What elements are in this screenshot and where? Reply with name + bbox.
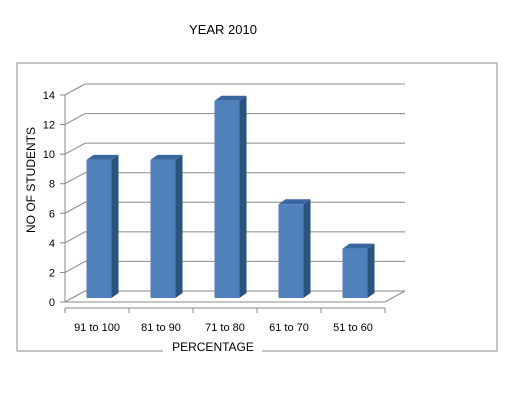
bar-front xyxy=(150,159,176,298)
floor-edge xyxy=(65,290,406,303)
bar-71-to-80 xyxy=(214,95,247,299)
bar-51-to-60 xyxy=(342,243,375,298)
y-axis-title: NO OF STUDENTS xyxy=(24,127,38,233)
bar-side xyxy=(239,95,247,299)
bar-front xyxy=(278,204,304,298)
y-tick-label: 14 xyxy=(43,90,55,102)
bar-61-to-70 xyxy=(278,199,311,298)
bar-top xyxy=(86,154,119,160)
tick-labels: 0 2 4 6 8 10 12 14 91 to 100 81 to 90 71 to 80 61 t… xyxy=(43,90,373,334)
chart-frame-layer xyxy=(16,62,498,352)
x-axis-title: PERCENTAGE xyxy=(172,340,254,354)
gridline-depth xyxy=(64,83,86,96)
gridline-depth xyxy=(64,231,86,244)
bar-front xyxy=(214,100,240,299)
y-tick-label: 12 xyxy=(43,120,55,132)
bar-side xyxy=(111,154,119,298)
axes xyxy=(60,94,406,313)
bars xyxy=(86,95,375,299)
bar-side xyxy=(367,243,375,298)
x-tick-label: 81 to 90 xyxy=(141,322,181,334)
x-tick-label: 71 to 80 xyxy=(205,322,245,334)
x-tick-label: 51 to 60 xyxy=(333,322,373,334)
x-tick-label: 91 to 100 xyxy=(74,322,120,334)
x-tick-label: 61 to 70 xyxy=(269,322,309,334)
gridline-depth xyxy=(64,260,86,273)
bar-side xyxy=(175,154,183,298)
bar-top xyxy=(278,199,311,205)
bar-81-to-90 xyxy=(150,154,183,298)
bar-front xyxy=(342,248,368,298)
y-tick-label: 10 xyxy=(43,149,55,161)
bar-top xyxy=(342,243,375,249)
gridline-depth xyxy=(64,290,86,303)
gridline-depth xyxy=(64,172,86,185)
chart-frame xyxy=(16,62,498,352)
bar-side xyxy=(303,199,311,298)
gridline-depth xyxy=(64,113,86,126)
y-tick-label: 8 xyxy=(49,179,55,191)
y-tick-label: 0 xyxy=(49,297,55,309)
chart-title: YEAR 2010 xyxy=(189,22,257,37)
y-tick-label: 2 xyxy=(49,267,55,279)
bar-top xyxy=(214,95,247,101)
bar-91-to-100 xyxy=(86,154,119,298)
gridline-depth xyxy=(64,201,86,214)
bar-front xyxy=(86,159,112,298)
y-tick-label: 4 xyxy=(49,238,55,250)
bar-top xyxy=(150,154,183,160)
y-tick-label: 6 xyxy=(49,208,55,220)
gridline-depth xyxy=(64,142,86,155)
